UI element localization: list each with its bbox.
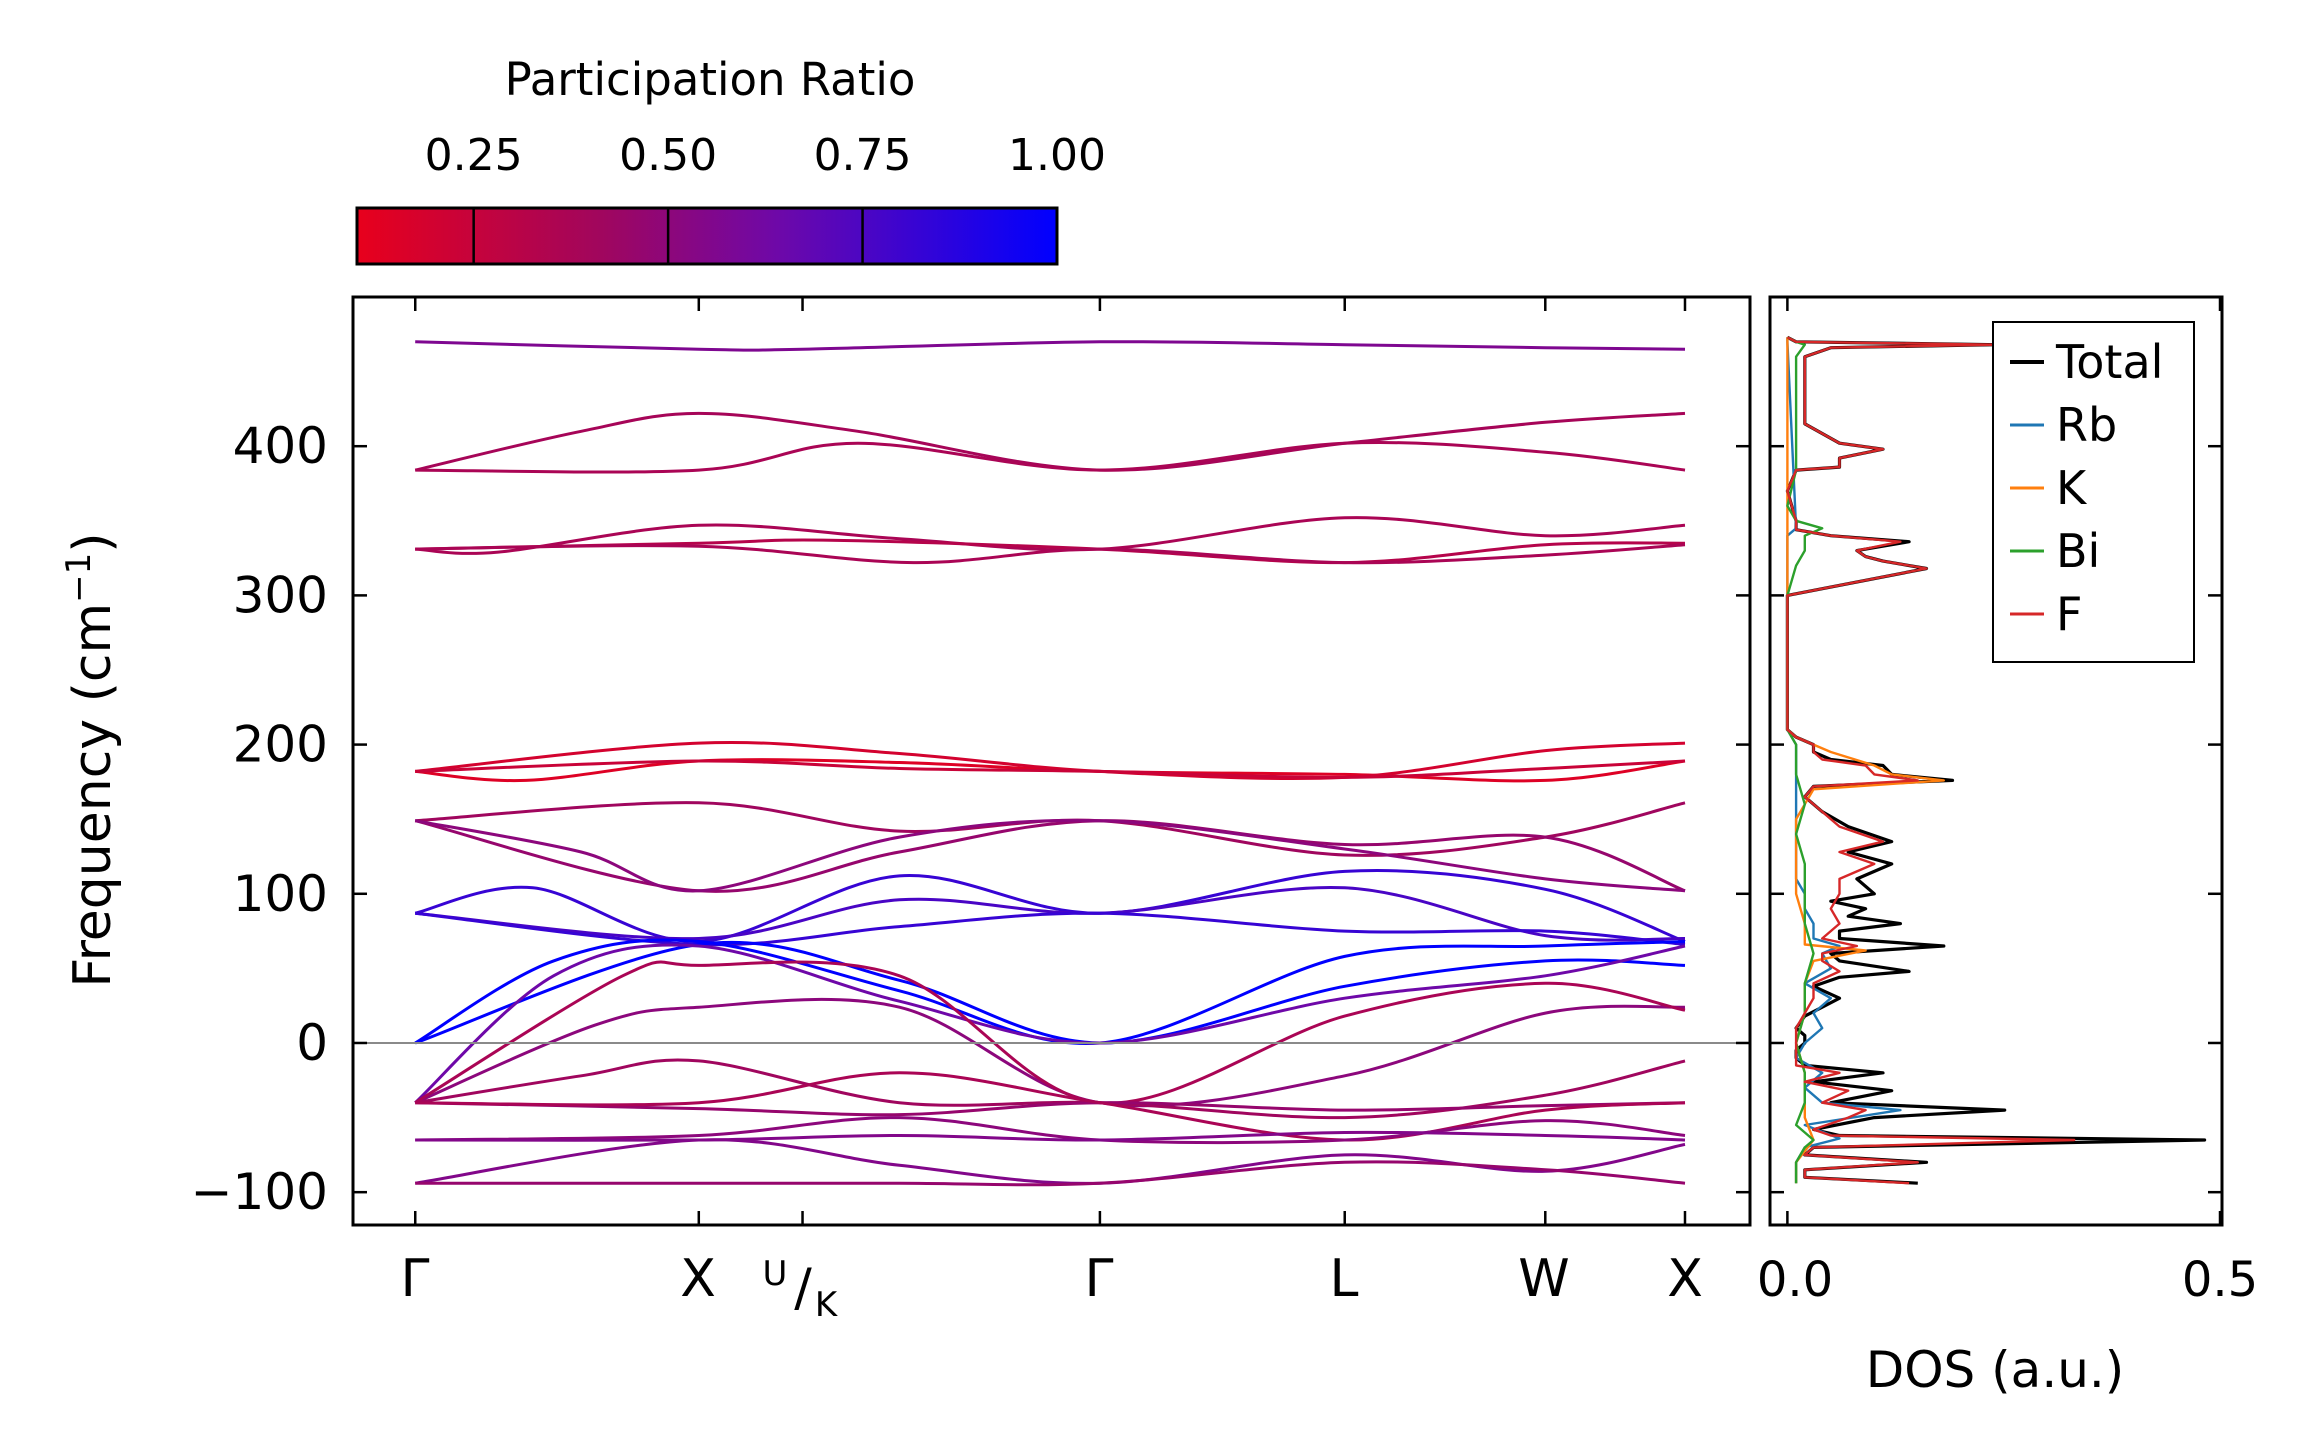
- band-branch-2: [415, 441, 1686, 474]
- legend-label-bi: Bi: [2056, 524, 2100, 578]
- band-branch-17: [414, 943, 1686, 1104]
- colorbar: Participation Ratio 0.25 0.50 0.75 1.00: [355, 53, 1106, 266]
- y-tick-label: 400: [233, 417, 328, 475]
- kpoint-label-u: U: [763, 1254, 788, 1294]
- y-tick-label: 100: [233, 865, 328, 923]
- y-axis-label-sup: −1: [59, 553, 99, 603]
- kpoint-label-gamma-1: Γ: [401, 1249, 430, 1309]
- k-point-ticks: [413, 297, 1687, 1225]
- y-axis-label: Frequency (cm−1): [59, 532, 123, 987]
- band-structure-panel: −100 0 100 200 300 400 Γ X U / K Γ L W X Freq…: [59, 295, 1752, 1325]
- colorbar-ticks: 0.25 0.50 0.75 1.00: [425, 130, 1106, 264]
- band-branch-26: [415, 1160, 1686, 1187]
- band-branch-9: [415, 801, 1686, 857]
- band-branch-14: [415, 911, 1686, 947]
- legend-label-k: K: [2056, 461, 2088, 515]
- dos-axes-frame: [1768, 295, 2224, 1227]
- dos-xtick-label-1: 0.5: [2182, 1252, 2258, 1308]
- band-branch-25: [414, 1138, 1686, 1185]
- kpoint-label-x-1: X: [680, 1249, 716, 1309]
- y-ticks: −100 0 100 200 300 400: [191, 417, 1750, 1221]
- legend-label-rb: Rb: [2056, 398, 2117, 452]
- y-tick-label: −100: [191, 1163, 328, 1221]
- dos-ticks: [1770, 297, 2222, 1225]
- dos-series-f: [1786, 336, 2076, 1185]
- band-branch-22: [415, 1071, 1686, 1142]
- kpoint-label-x-2: X: [1667, 1249, 1703, 1309]
- dos-series-bi: [1786, 336, 1824, 1184]
- colorbar-tick-label: 0.25: [425, 130, 523, 181]
- dos-x-axis-label: DOS (a.u.): [1866, 1341, 2125, 1399]
- y-tick-label: 300: [233, 566, 328, 624]
- band-branch-20: [414, 960, 1686, 1105]
- colorbar-tick-label: 0.75: [814, 130, 912, 181]
- band-branch-7: [415, 740, 1686, 781]
- band-branch-6: [415, 758, 1686, 783]
- legend-frame: [1992, 321, 2195, 663]
- band-branch-8: [415, 759, 1686, 779]
- kpoint-label-gamma-2: Γ: [1085, 1249, 1114, 1309]
- band-branch-18: [414, 997, 1686, 1108]
- band-branch-1: [414, 411, 1686, 472]
- band-branch-5: [415, 543, 1686, 565]
- y-axis-label-main: Frequency (cm: [63, 603, 123, 988]
- band-branch-12: [414, 869, 1686, 944]
- band-branch-19: [414, 1058, 1686, 1120]
- kpoint-label-l: L: [1330, 1249, 1359, 1309]
- y-axis-label-end: ): [63, 532, 123, 552]
- band-branch-3: [415, 516, 1686, 555]
- band-branch-0: [415, 340, 1686, 352]
- dos-xtick-label-0: 0.0: [1757, 1252, 1833, 1308]
- colorbar-bar: [355, 206, 1059, 266]
- colorbar-tick-label: 1.00: [1008, 130, 1106, 181]
- band-branch-11: [414, 818, 1686, 893]
- legend-items: Total Rb K Bi F: [2010, 335, 2163, 641]
- dos-panel: 0.0 0.5 DOS (a.u.) Total Rb K Bi F: [1757, 295, 2258, 1399]
- kpoint-label-k: K: [815, 1285, 839, 1325]
- dos-series-k: [1786, 337, 1945, 1184]
- main-axes-frame: [351, 295, 1752, 1227]
- band-lines: [414, 340, 1686, 1187]
- dos-lines: [1785, 335, 2207, 1185]
- legend-label-f: F: [2056, 587, 2082, 641]
- y-tick-label: 0: [296, 1014, 328, 1072]
- colorbar-title: Participation Ratio: [505, 53, 916, 106]
- colorbar-tick-label: 0.50: [619, 130, 717, 181]
- band-branch-21: [415, 1101, 1686, 1117]
- kpoint-label-slash: /: [794, 1258, 812, 1318]
- y-tick-label: 200: [233, 716, 328, 774]
- legend-label-total: Total: [2055, 335, 2163, 389]
- k-point-labels: Γ X U / K Γ L W X: [401, 1249, 1703, 1325]
- kpoint-label-w: W: [1518, 1249, 1569, 1309]
- dos-legend: Total Rb K Bi F: [1992, 321, 2195, 663]
